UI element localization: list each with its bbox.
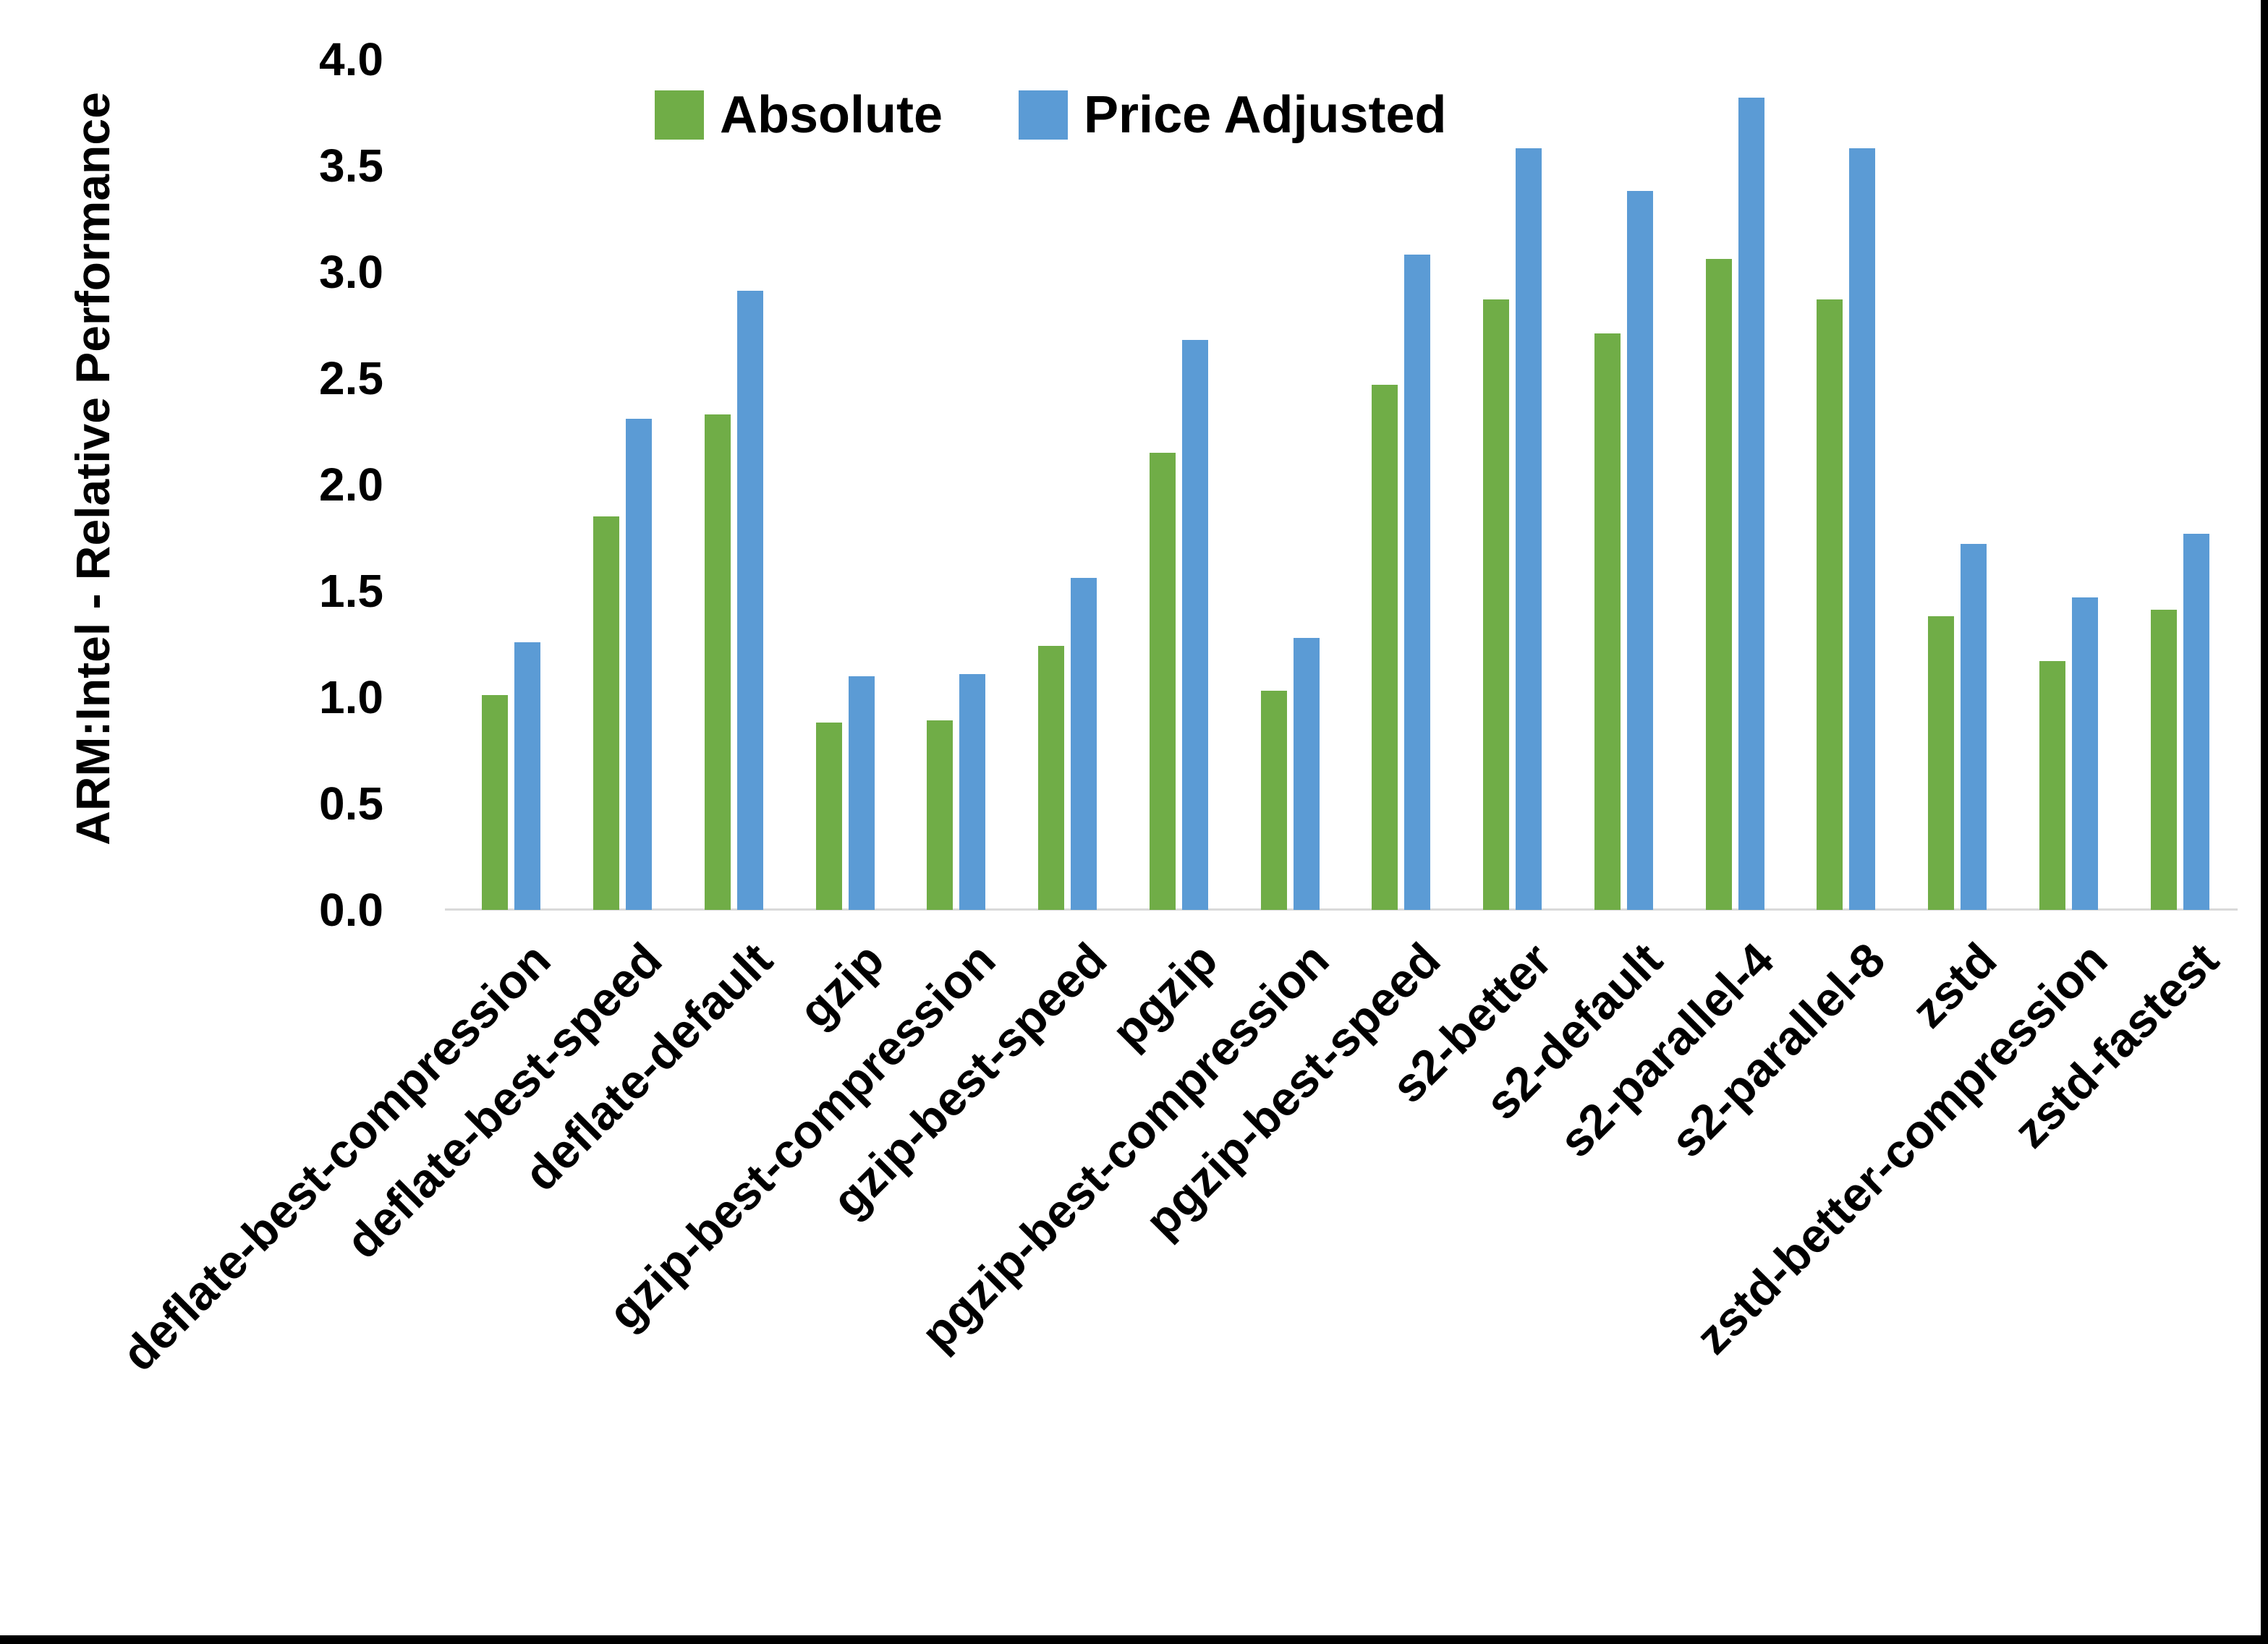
- bar-price-adjusted: [1738, 98, 1764, 910]
- bar-price-adjusted: [1404, 255, 1430, 910]
- legend-item-absolute: Absolute: [655, 85, 943, 145]
- y-tick-label: 1.5: [319, 565, 383, 617]
- bar-absolute: [1038, 646, 1064, 910]
- bar-price-adjusted: [1516, 148, 1542, 910]
- bar-price-adjusted: [849, 676, 875, 910]
- y-axis-title: ARM:Intel - Relative Performance: [66, 92, 119, 846]
- bar-price-adjusted: [1849, 148, 1875, 910]
- bar-absolute: [1372, 385, 1398, 910]
- bar-price-adjusted: [1294, 638, 1320, 910]
- y-tick-label: 3.5: [319, 140, 383, 192]
- legend-swatch-absolute: [655, 90, 704, 140]
- bar-absolute: [1594, 333, 1621, 910]
- bar-absolute: [1706, 259, 1732, 910]
- x-axis-line: [445, 908, 2238, 911]
- legend-swatch-price-adjusted: [1019, 90, 1069, 140]
- bar-price-adjusted: [2183, 534, 2209, 910]
- bar-absolute: [1261, 691, 1287, 910]
- bar-price-adjusted: [2072, 597, 2098, 910]
- bar-absolute: [1150, 453, 1176, 910]
- bar-absolute: [2151, 610, 2177, 910]
- bar-absolute: [2039, 661, 2065, 910]
- bar-absolute: [705, 414, 731, 910]
- x-tick-label: zstd: [1900, 932, 2007, 1038]
- bar-price-adjusted: [626, 419, 652, 910]
- y-tick-label: 2.0: [319, 459, 383, 511]
- legend: Absolute Price Adjusted: [655, 85, 1446, 145]
- bar-price-adjusted: [737, 291, 763, 910]
- legend-label-absolute: Absolute: [720, 86, 943, 144]
- bar-absolute: [816, 723, 842, 910]
- y-tick-label: 4.0: [319, 33, 383, 85]
- y-tick-label: 1.0: [319, 671, 383, 723]
- bar-price-adjusted: [1961, 544, 1987, 910]
- y-tick-label: 0.5: [319, 778, 383, 830]
- x-tick-label: deflate-best-compression: [111, 932, 561, 1381]
- bar-absolute: [482, 695, 508, 910]
- legend-item-price-adjusted: Price Adjusted: [1019, 85, 1446, 145]
- bar-price-adjusted: [959, 674, 985, 910]
- bar-price-adjusted: [514, 642, 540, 910]
- bar-price-adjusted: [1627, 191, 1653, 910]
- legend-label-price-adjusted: Price Adjusted: [1084, 86, 1447, 144]
- bar-absolute: [1483, 299, 1509, 910]
- bar-price-adjusted: [1071, 578, 1097, 910]
- bar-absolute: [1817, 299, 1843, 910]
- y-tick-label: 3.0: [319, 246, 383, 298]
- bar-absolute: [593, 516, 619, 910]
- bar-absolute: [1928, 616, 1954, 910]
- bar-absolute: [927, 720, 953, 910]
- y-tick-label: 0.0: [319, 884, 383, 936]
- y-tick-label: 2.5: [319, 352, 383, 404]
- bar-price-adjusted: [1182, 340, 1208, 910]
- x-tick-label: gzip: [788, 932, 894, 1038]
